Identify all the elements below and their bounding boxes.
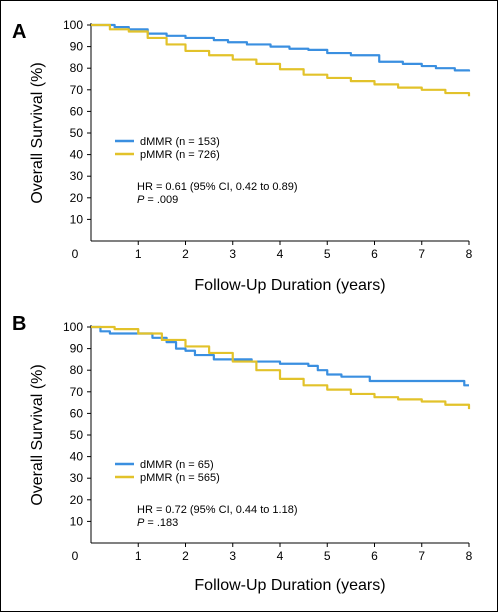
y-tick-label: 90 bbox=[70, 40, 84, 54]
x-tick-label: 6 bbox=[371, 247, 378, 261]
x-tick-label: 6 bbox=[371, 549, 378, 563]
x-tick-label: 7 bbox=[418, 549, 425, 563]
y-tick-label: 100 bbox=[63, 320, 83, 334]
y-tick-label: 20 bbox=[70, 493, 84, 507]
y-tick-label: 50 bbox=[70, 126, 84, 140]
y-tick-label: 80 bbox=[70, 363, 84, 377]
x-tick-label: 4 bbox=[277, 549, 284, 563]
y-tick-label: 20 bbox=[70, 191, 84, 205]
p-value-text: P = .183 bbox=[137, 517, 178, 529]
x-axis-label: Follow-Up Duration (years) bbox=[194, 277, 385, 294]
y-tick-label: 30 bbox=[70, 471, 84, 485]
p-value-text: P = .009 bbox=[137, 194, 178, 206]
x-tick-label: 8 bbox=[466, 247, 473, 261]
x-tick-label: 1 bbox=[135, 247, 142, 261]
x-tick-label: 3 bbox=[229, 247, 236, 261]
y-tick-label: 60 bbox=[70, 406, 84, 420]
y-tick-label: 90 bbox=[70, 342, 84, 356]
legend-label-pmmr: pMMR (n = 565) bbox=[140, 472, 220, 484]
x-tick-label: 8 bbox=[466, 549, 473, 563]
y-tick-label: 30 bbox=[70, 169, 84, 183]
hazard-ratio-text: HR = 0.72 (95% CI, 0.44 to 1.18) bbox=[137, 504, 298, 516]
origin-tick-label: 0 bbox=[72, 247, 79, 261]
y-tick-label: 40 bbox=[70, 148, 84, 162]
legend-label-dmmr: dMMR (n = 153) bbox=[140, 136, 220, 148]
panel-label: B bbox=[12, 313, 26, 335]
x-tick-label: 2 bbox=[182, 549, 189, 563]
y-tick-label: 60 bbox=[70, 104, 84, 118]
x-tick-label: 7 bbox=[418, 247, 425, 261]
panel-label: A bbox=[12, 21, 26, 43]
x-tick-label: 5 bbox=[324, 247, 331, 261]
x-axis-label: Follow-Up Duration (years) bbox=[194, 577, 385, 594]
x-tick-label: 5 bbox=[324, 549, 331, 563]
y-tick-label: 70 bbox=[70, 385, 84, 399]
y-tick-label: 70 bbox=[70, 83, 84, 97]
y-tick-label: 80 bbox=[70, 61, 84, 75]
y-tick-label: 10 bbox=[70, 212, 84, 226]
y-tick-label: 10 bbox=[70, 514, 84, 528]
series-line-pmmr bbox=[91, 23, 471, 97]
legend-label-dmmr: dMMR (n = 65) bbox=[140, 459, 214, 471]
x-tick-label: 3 bbox=[229, 549, 236, 563]
x-tick-label: 1 bbox=[135, 549, 142, 563]
x-tick-label: 4 bbox=[277, 247, 284, 261]
origin-tick-label: 0 bbox=[72, 549, 79, 563]
series-line-pmmr bbox=[91, 325, 471, 410]
y-tick-label: 100 bbox=[63, 18, 83, 32]
hazard-ratio-text: HR = 0.61 (95% CI, 0.42 to 0.89) bbox=[137, 181, 298, 193]
x-tick-label: 2 bbox=[182, 247, 189, 261]
y-tick-label: 40 bbox=[70, 450, 84, 464]
y-tick-label: 50 bbox=[70, 428, 84, 442]
y-axis-label: Overall Survival (%) bbox=[29, 364, 46, 505]
y-axis-label: Overall Survival (%) bbox=[29, 62, 46, 203]
legend-label-pmmr: pMMR (n = 726) bbox=[140, 149, 220, 161]
